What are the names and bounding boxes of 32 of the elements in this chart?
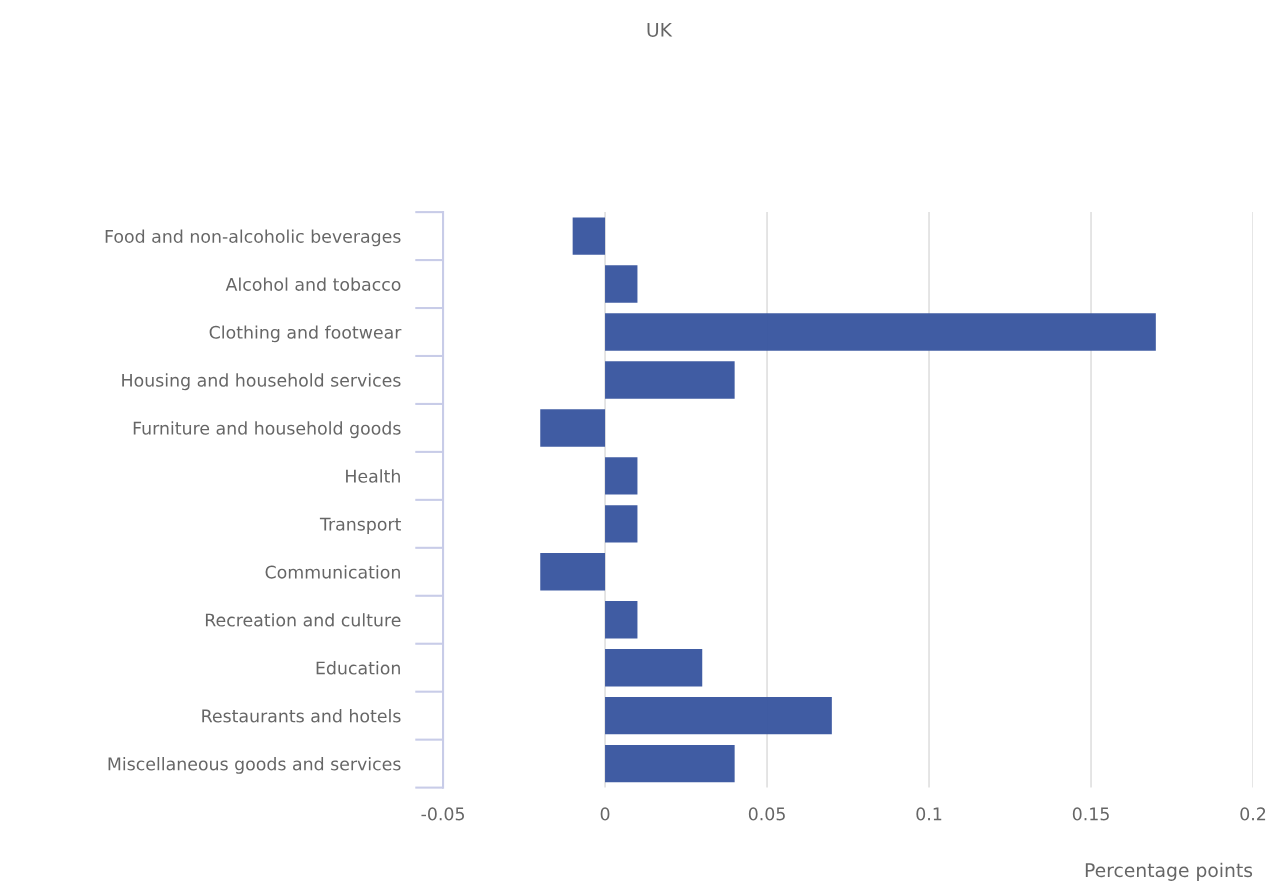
y-tick-label: Restaurants and hotels bbox=[202, 709, 401, 723]
y-tick-label: Recreation and culture bbox=[205, 613, 401, 627]
y-tick-label: Food and non-alcoholic beverages bbox=[105, 229, 401, 247]
x-tick-label: 0 bbox=[600, 807, 610, 821]
x-tick-label: -0.05 bbox=[421, 807, 464, 821]
y-tick-label: Communication bbox=[265, 565, 400, 579]
y-tick-label: Health bbox=[346, 469, 400, 483]
x-tick-label: 0.1 bbox=[916, 807, 942, 821]
x-tick-label: 0.05 bbox=[748, 807, 785, 821]
bar bbox=[605, 696, 832, 735]
y-tick-label: Clothing and footwear bbox=[209, 325, 402, 343]
bar bbox=[605, 361, 735, 399]
bar bbox=[605, 744, 735, 783]
bar bbox=[605, 505, 638, 543]
chart-title: UK bbox=[647, 22, 673, 37]
bar bbox=[540, 409, 606, 447]
bar bbox=[605, 649, 703, 687]
bar bbox=[605, 265, 638, 303]
bar bbox=[605, 457, 638, 495]
y-tick-label: Miscellaneous goods and services bbox=[108, 757, 401, 774]
bar bbox=[540, 553, 606, 591]
y-tick-label: Transport bbox=[319, 517, 401, 535]
y-tick-label: Alcohol and tobacco bbox=[225, 277, 401, 291]
x-tick-label: 0.15 bbox=[1072, 807, 1109, 821]
bar bbox=[605, 601, 638, 639]
y-tick-label: Education bbox=[316, 661, 400, 675]
y-tick-label: Housing and household services bbox=[122, 373, 401, 391]
bar bbox=[572, 217, 606, 255]
x-tick-label: 0.2 bbox=[1240, 807, 1266, 821]
bar bbox=[605, 313, 1156, 351]
x-axis-title: Percentage points bbox=[1085, 862, 1253, 881]
y-tick-label: Furniture and household goods bbox=[133, 421, 401, 439]
